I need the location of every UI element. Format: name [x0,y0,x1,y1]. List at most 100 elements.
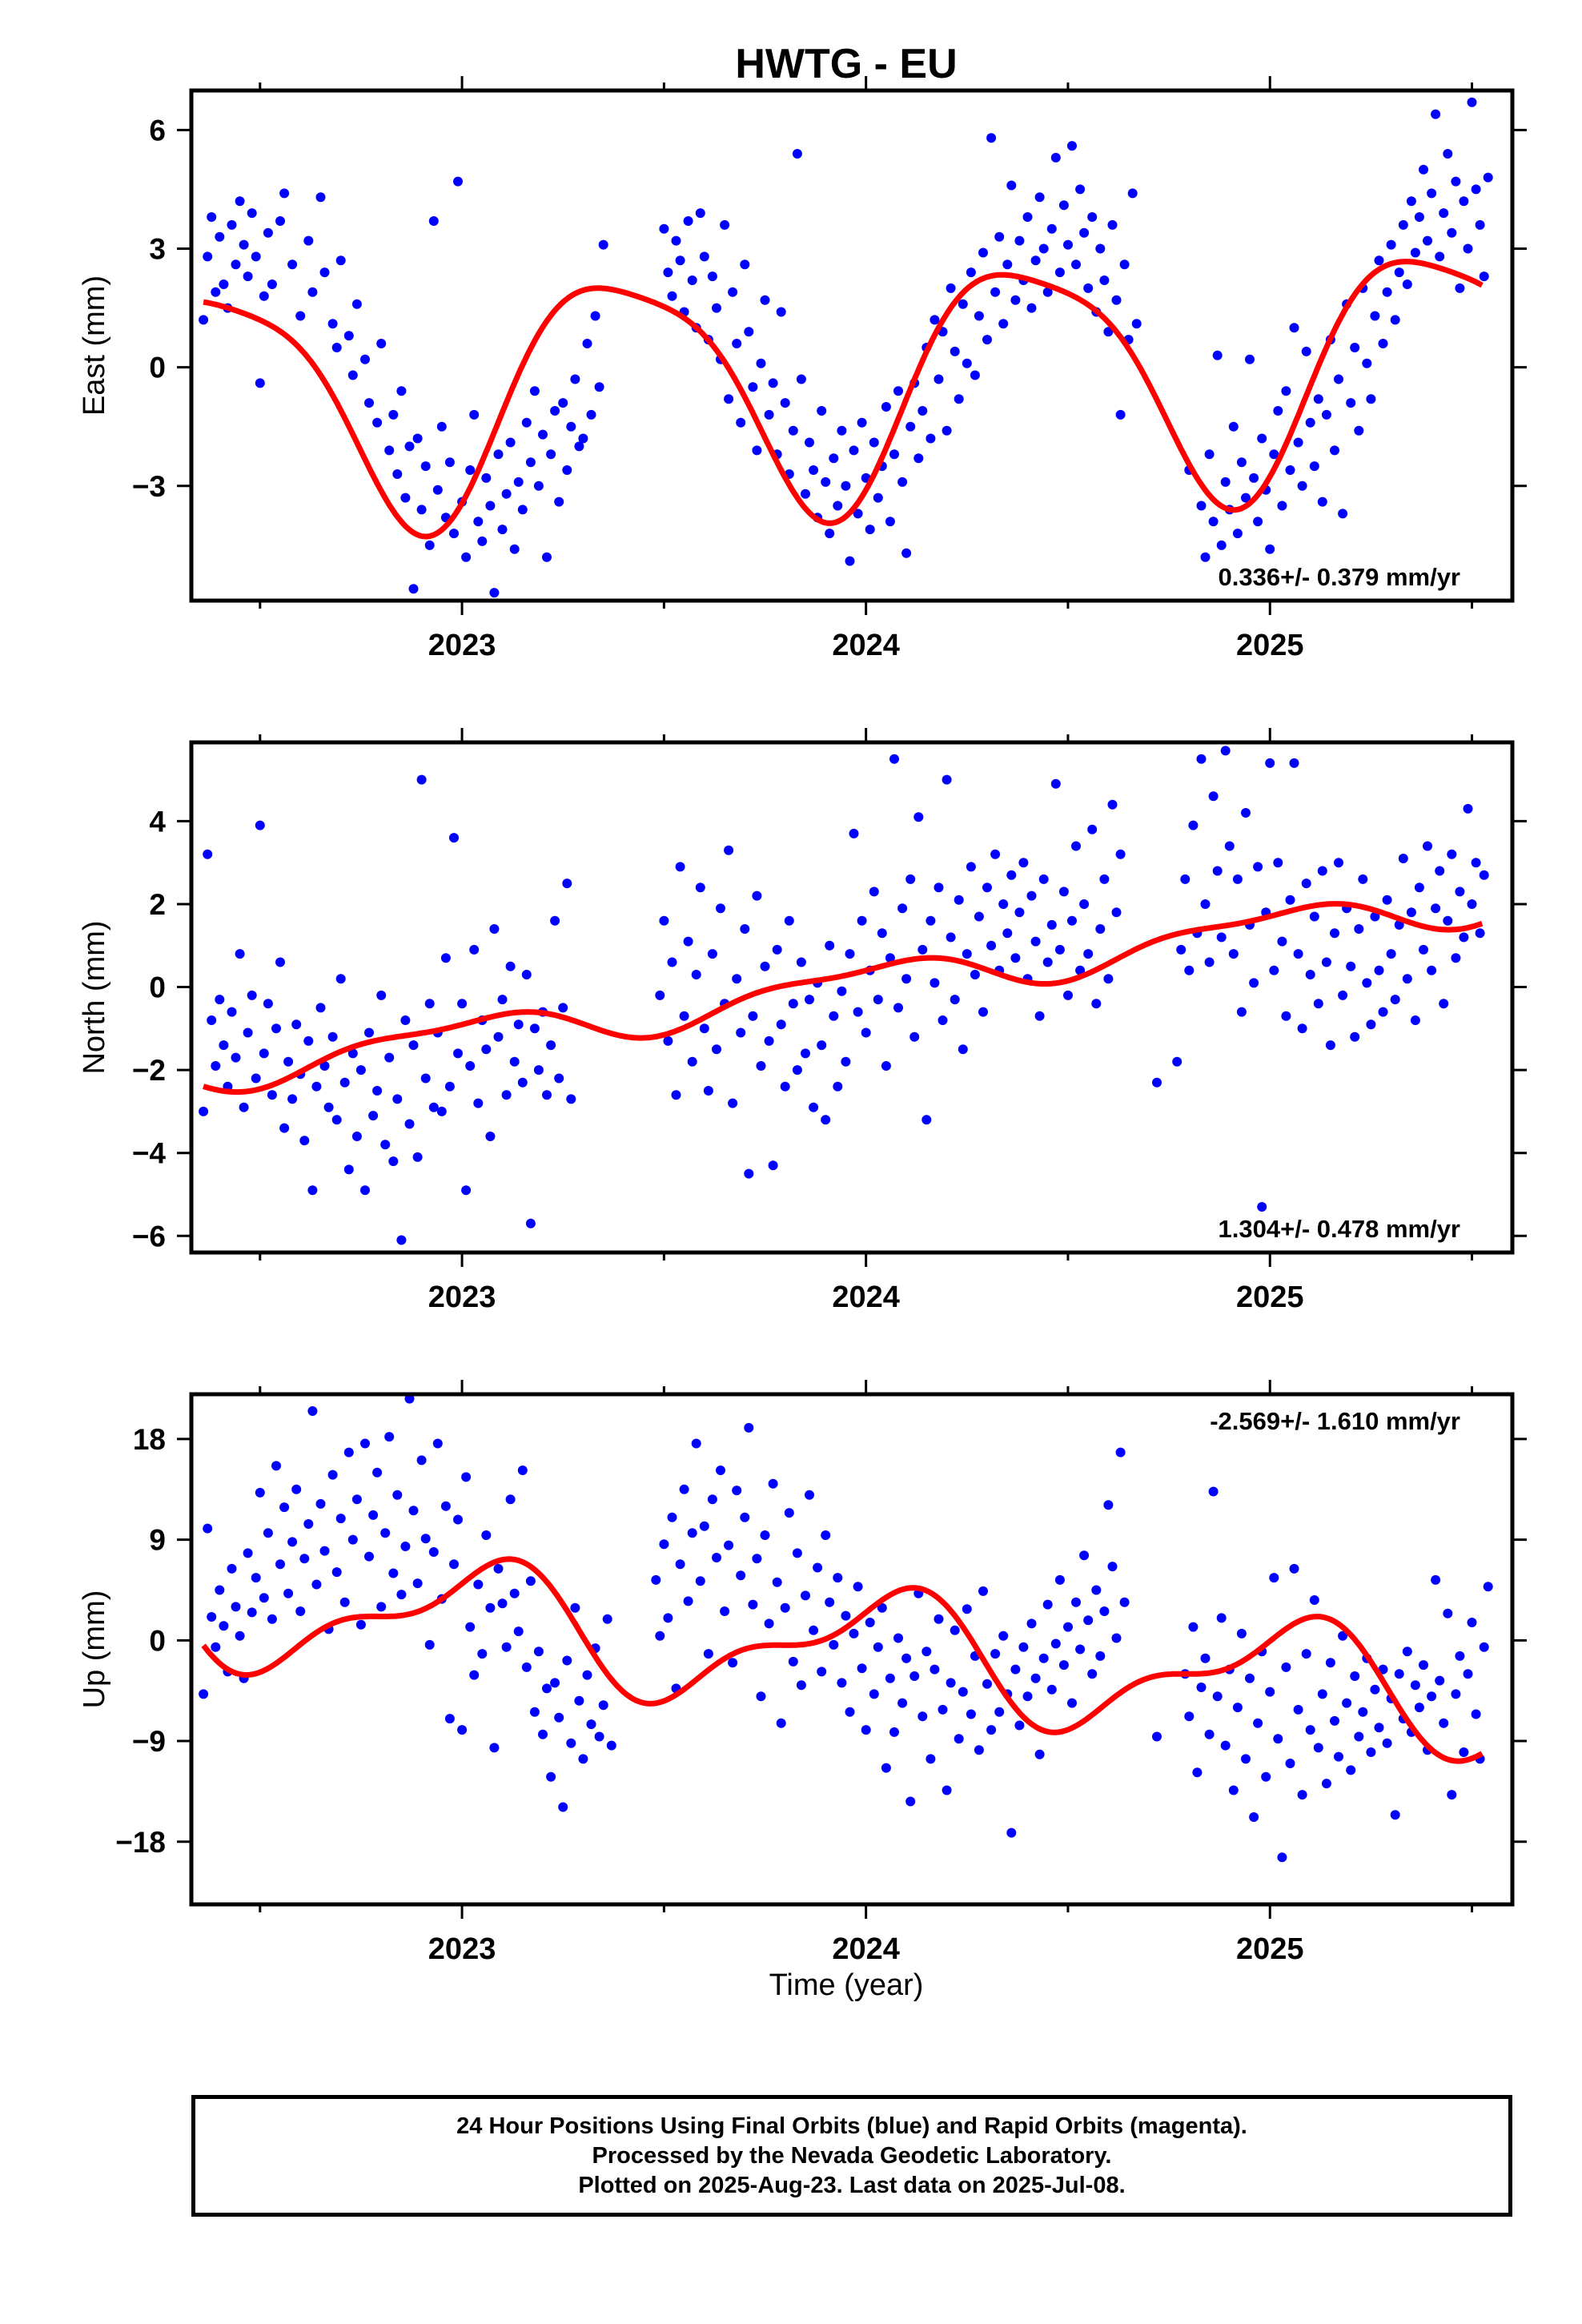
data-point [1030,255,1041,266]
rate-annotation: 0.336+/- 0.379 mm/yr [1219,563,1460,591]
data-point [1419,164,1428,175]
data-point [1091,999,1102,1009]
data-point [215,995,225,1005]
data-point [865,1618,875,1627]
data-point [485,501,496,511]
data-point [400,1542,411,1551]
data-point [203,849,213,859]
data-point [809,465,819,475]
data-point [663,1613,673,1623]
data-point [1305,417,1315,428]
data-point [1479,1642,1489,1652]
y-tick-label: −9 [132,1725,166,1758]
data-point [1447,1790,1457,1800]
data-point [404,441,415,452]
data-point [1273,858,1283,868]
data-point [1423,841,1432,851]
data-point [1107,1562,1118,1572]
data-point [861,1027,871,1038]
data-point [699,1521,709,1531]
data-point [529,386,540,396]
data-point [707,1494,717,1505]
data-point [364,398,374,408]
data-point [1079,227,1090,238]
data-point [339,1077,350,1088]
data-point [861,1725,871,1735]
data-point [335,974,346,984]
x-tick-label: 2025 [1236,1281,1304,1314]
data-point [465,465,476,475]
data-point [444,1714,455,1724]
data-point [473,517,484,527]
data-point [473,1098,484,1108]
data-point [319,267,330,278]
data-point [1083,283,1094,293]
data-point [683,216,693,226]
data-point [748,1599,758,1610]
data-point [432,1438,443,1449]
rate-annotation: -2.569+/- 1.610 mm/yr [1210,1407,1460,1435]
data-point [420,1073,431,1084]
data-point [1467,899,1477,909]
data-point [740,924,750,934]
data-point [934,883,944,893]
data-point [400,1015,411,1025]
data-point [768,1160,778,1171]
data-point [1075,184,1086,195]
data-point [1026,303,1037,313]
data-point [307,1185,318,1196]
data-point [1131,319,1142,329]
data-point [1111,1633,1122,1643]
y-tick-label: −3 [132,470,166,503]
data-point [1257,1202,1267,1212]
data-point [703,1649,713,1659]
data-point [1447,227,1457,238]
data-point [1350,1671,1360,1681]
data-point [801,1590,810,1601]
data-point [355,1619,366,1630]
data-point [1427,188,1437,199]
data-point [279,1123,290,1133]
data-point [1095,924,1106,934]
data-point [384,445,395,456]
data-point [982,1679,992,1689]
data-point [521,417,532,428]
data-point [695,883,705,893]
data-point [1285,895,1295,905]
data-point [1354,425,1364,436]
data-point [1358,1707,1368,1717]
x-tick-label: 2024 [832,1281,900,1314]
data-point [525,1218,536,1228]
plot-frame [189,740,1515,1255]
data-point [1366,394,1376,404]
data-point [231,1602,241,1612]
data-point [231,259,241,270]
data-point [299,1136,310,1146]
data-point [1010,953,1021,963]
data-point [199,1689,209,1699]
data-point [1241,493,1251,503]
data-point [594,382,604,392]
data-point [199,315,209,325]
data-point [1228,421,1239,432]
data-point [529,1707,540,1717]
data-point [841,1056,851,1067]
data-point [926,915,936,926]
data-point [917,1711,928,1722]
data-point [481,1044,492,1055]
data-point [1220,1740,1231,1751]
data-point [1208,517,1219,527]
data-point [1402,1647,1412,1657]
data-point [542,1683,552,1694]
data-point [707,949,717,959]
data-point [235,196,245,207]
data-point [889,1727,899,1737]
data-point [303,1519,314,1529]
data-point [251,251,261,262]
data-point [1026,1618,1037,1629]
data-point [897,1698,908,1708]
data-point [315,1003,326,1013]
data-point [570,374,580,384]
data-point [1374,965,1384,975]
data-point [825,940,835,951]
